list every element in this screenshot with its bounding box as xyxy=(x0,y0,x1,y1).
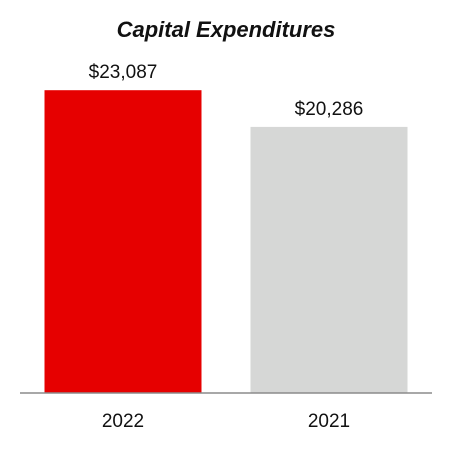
bars-layer xyxy=(44,90,408,394)
bar-2021 xyxy=(250,126,408,394)
x-tick-label-2021: 2021 xyxy=(308,411,350,432)
labels-layer: $23,087 2022 $20,286 2021 xyxy=(89,62,364,432)
data-label-2021: $20,286 xyxy=(295,99,364,120)
chart-title: Capital Expenditures xyxy=(117,17,336,42)
bar-2022 xyxy=(44,90,202,393)
data-label-2022: $23,087 xyxy=(89,62,158,83)
x-tick-label-2022: 2022 xyxy=(102,411,144,432)
